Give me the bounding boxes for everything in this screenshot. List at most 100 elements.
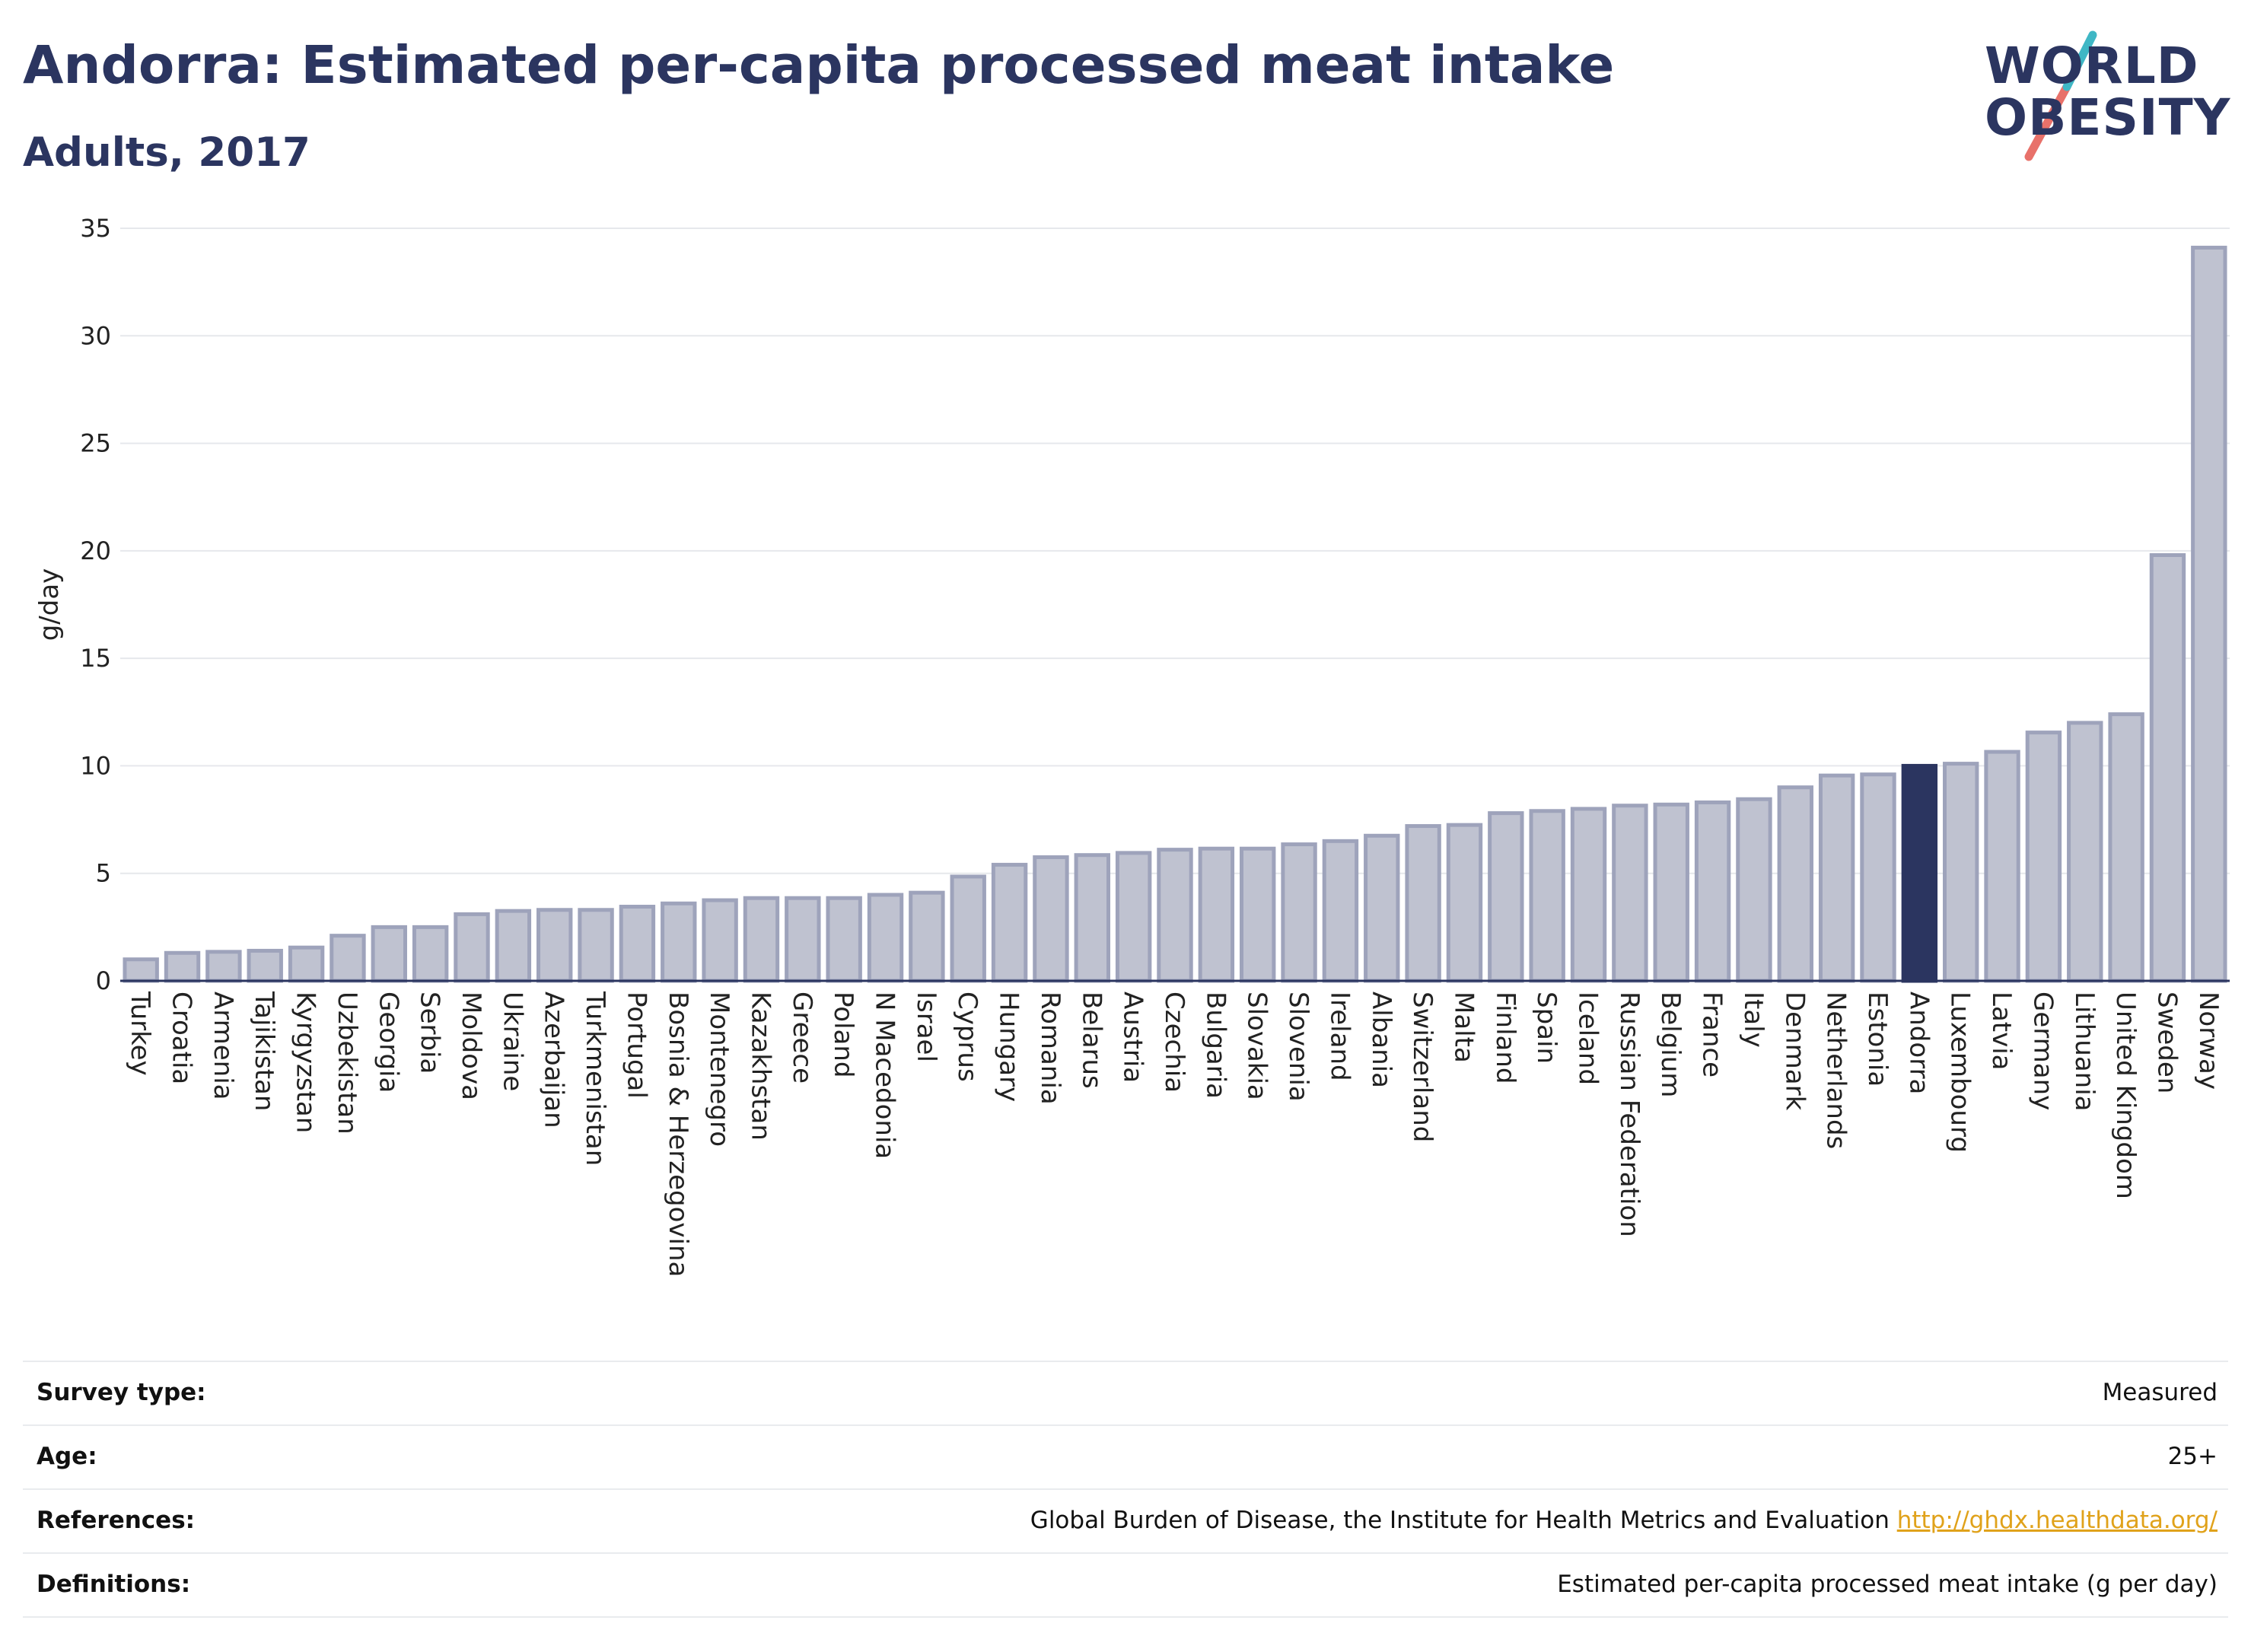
x-tick-label: France xyxy=(1697,992,1727,1077)
y-tick-label: 35 xyxy=(80,214,111,243)
x-tick-label: Kyrgyzstan xyxy=(291,992,321,1133)
bar-switzerland xyxy=(1405,824,1441,983)
bar-norway xyxy=(2191,245,2227,983)
x-tick-label: Sweden xyxy=(2151,992,2182,1093)
x-tick-label: Austria xyxy=(1118,992,1148,1083)
bar-n-macedonia xyxy=(867,893,904,983)
x-tick-label: Portugal xyxy=(621,992,651,1099)
bar-georgia xyxy=(371,925,407,983)
bar-germany xyxy=(2025,731,2062,983)
x-tick-label: Italy xyxy=(1738,992,1769,1048)
bar-estonia xyxy=(1860,772,1896,983)
x-tick-label: Czechia xyxy=(1159,992,1189,1093)
bar-kyrgyzstan xyxy=(288,945,325,983)
y-tick-label: 15 xyxy=(80,644,111,673)
bar-israel xyxy=(909,890,945,983)
bar-france xyxy=(1694,800,1731,983)
world-obesity-logo: WORLD OBESITY xyxy=(1985,18,2236,163)
x-tick-label: Ukraine xyxy=(497,992,527,1091)
bar-turkmenistan xyxy=(578,908,614,983)
x-tick-label: Latvia xyxy=(1986,992,2017,1071)
bar-lithuania xyxy=(2067,721,2103,983)
info-table: Survey type: Measured Age: 25+ Reference… xyxy=(23,1361,2228,1618)
x-tick-label: Norway xyxy=(2193,992,2224,1090)
bar-hungary xyxy=(991,862,1028,983)
bar-belgium xyxy=(1653,802,1689,983)
x-tick-label: Netherlands xyxy=(1821,992,1851,1149)
x-tick-label: N Macedonia xyxy=(870,992,900,1159)
x-tick-label: Finland xyxy=(1490,992,1520,1084)
bar-finland xyxy=(1488,811,1524,983)
info-row-references: References: Global Burden of Disease, th… xyxy=(23,1488,2228,1552)
x-tick-label: Uzbekistan xyxy=(332,992,362,1135)
y-tick-label: 0 xyxy=(96,966,111,995)
x-tick-label: Armenia xyxy=(208,992,238,1100)
info-label: Survey type: xyxy=(37,1379,206,1406)
x-tick-label: Malta xyxy=(1448,992,1479,1063)
y-tick-label: 10 xyxy=(80,751,111,780)
x-tick-label: Croatia xyxy=(167,992,197,1084)
x-tick-label: Iceland xyxy=(1573,992,1603,1085)
bar-sweden xyxy=(2149,553,2186,983)
bar-bulgaria xyxy=(1198,846,1235,983)
y-tick-label: 25 xyxy=(80,429,111,458)
info-row-age: Age: 25+ xyxy=(23,1424,2228,1488)
info-label: Definitions: xyxy=(37,1571,191,1598)
x-tick-label: Bulgaria xyxy=(1200,992,1231,1099)
bar-russian-federation xyxy=(1612,804,1648,983)
bar-malta xyxy=(1446,823,1483,983)
bar-albania xyxy=(1364,833,1400,983)
info-row-survey-type: Survey type: Measured xyxy=(23,1361,2228,1424)
x-tick-label: Azerbaijan xyxy=(539,992,569,1128)
logo-line-world: WORLD xyxy=(1985,37,2199,95)
bar-bosnia-herzegovina xyxy=(661,901,697,983)
bar-moldova xyxy=(454,912,490,983)
x-tick-label: Turkmenistan xyxy=(580,991,610,1166)
y-tick-label: 20 xyxy=(80,536,111,565)
bar-latvia xyxy=(1984,750,2020,983)
x-tick-label: Bosnia & Herzegovina xyxy=(663,992,693,1277)
bar-romania xyxy=(1033,855,1069,983)
bar-ireland xyxy=(1322,839,1359,983)
bar-slovenia xyxy=(1281,842,1317,983)
bar-spain xyxy=(1529,809,1565,983)
x-tick-label: Luxembourg xyxy=(1945,992,1976,1153)
x-tick-label: Slovenia xyxy=(1283,992,1313,1102)
chart-title: Andorra: Estimated per-capita processed … xyxy=(23,35,1615,96)
bar-uzbekistan xyxy=(330,934,366,983)
bar-cyprus xyxy=(950,874,986,983)
bar-netherlands xyxy=(1818,773,1855,983)
x-tick-label: Georgia xyxy=(373,992,403,1093)
bar-greece xyxy=(785,896,821,983)
x-tick-label: Andorra xyxy=(1903,992,1934,1094)
bar-poland xyxy=(826,896,862,983)
x-tick-label: Romania xyxy=(1035,992,1065,1105)
bar-luxembourg xyxy=(1943,762,1979,983)
bar-andorra xyxy=(1901,763,1938,983)
bar-chart: 0 5 10 15 20 25 30 35 g/day Turkey Croatia Armenia T… xyxy=(34,214,2230,1277)
bar-kazakhstan xyxy=(743,896,780,983)
x-tick-label: Albania xyxy=(1366,992,1396,1088)
x-tick-label: Poland xyxy=(828,992,858,1078)
bar-armenia xyxy=(205,950,242,983)
x-tick-label: Denmark xyxy=(1779,992,1810,1111)
x-tick-label: Serbia xyxy=(415,992,445,1074)
x-tick-label: Greece xyxy=(787,992,817,1084)
bar-czechia xyxy=(1157,848,1193,983)
bar-iceland xyxy=(1570,807,1607,983)
bar-ukraine xyxy=(495,909,532,983)
x-tick-label: Hungary xyxy=(994,992,1024,1102)
x-tick-label: Estonia xyxy=(1862,992,1893,1087)
logo-line-obesity: OBESITY xyxy=(1985,88,2231,147)
bar-azerbaijan xyxy=(536,908,573,983)
info-value: Measured xyxy=(2102,1379,2218,1406)
x-tick-label: Tajikistan xyxy=(249,991,279,1111)
x-tick-label: Russian Federation xyxy=(1614,992,1644,1237)
x-tick-label: Spain xyxy=(1531,992,1562,1064)
bar-slovakia xyxy=(1240,846,1276,983)
bar-portugal xyxy=(619,905,656,983)
info-row-definitions: Definitions: Estimated per-capita proces… xyxy=(23,1552,2228,1618)
reference-link[interactable]: http://ghdx.healthdata.org/ xyxy=(1896,1507,2218,1534)
x-tick-label: Lithuania xyxy=(2069,992,2100,1111)
bar-denmark xyxy=(1777,785,1813,983)
